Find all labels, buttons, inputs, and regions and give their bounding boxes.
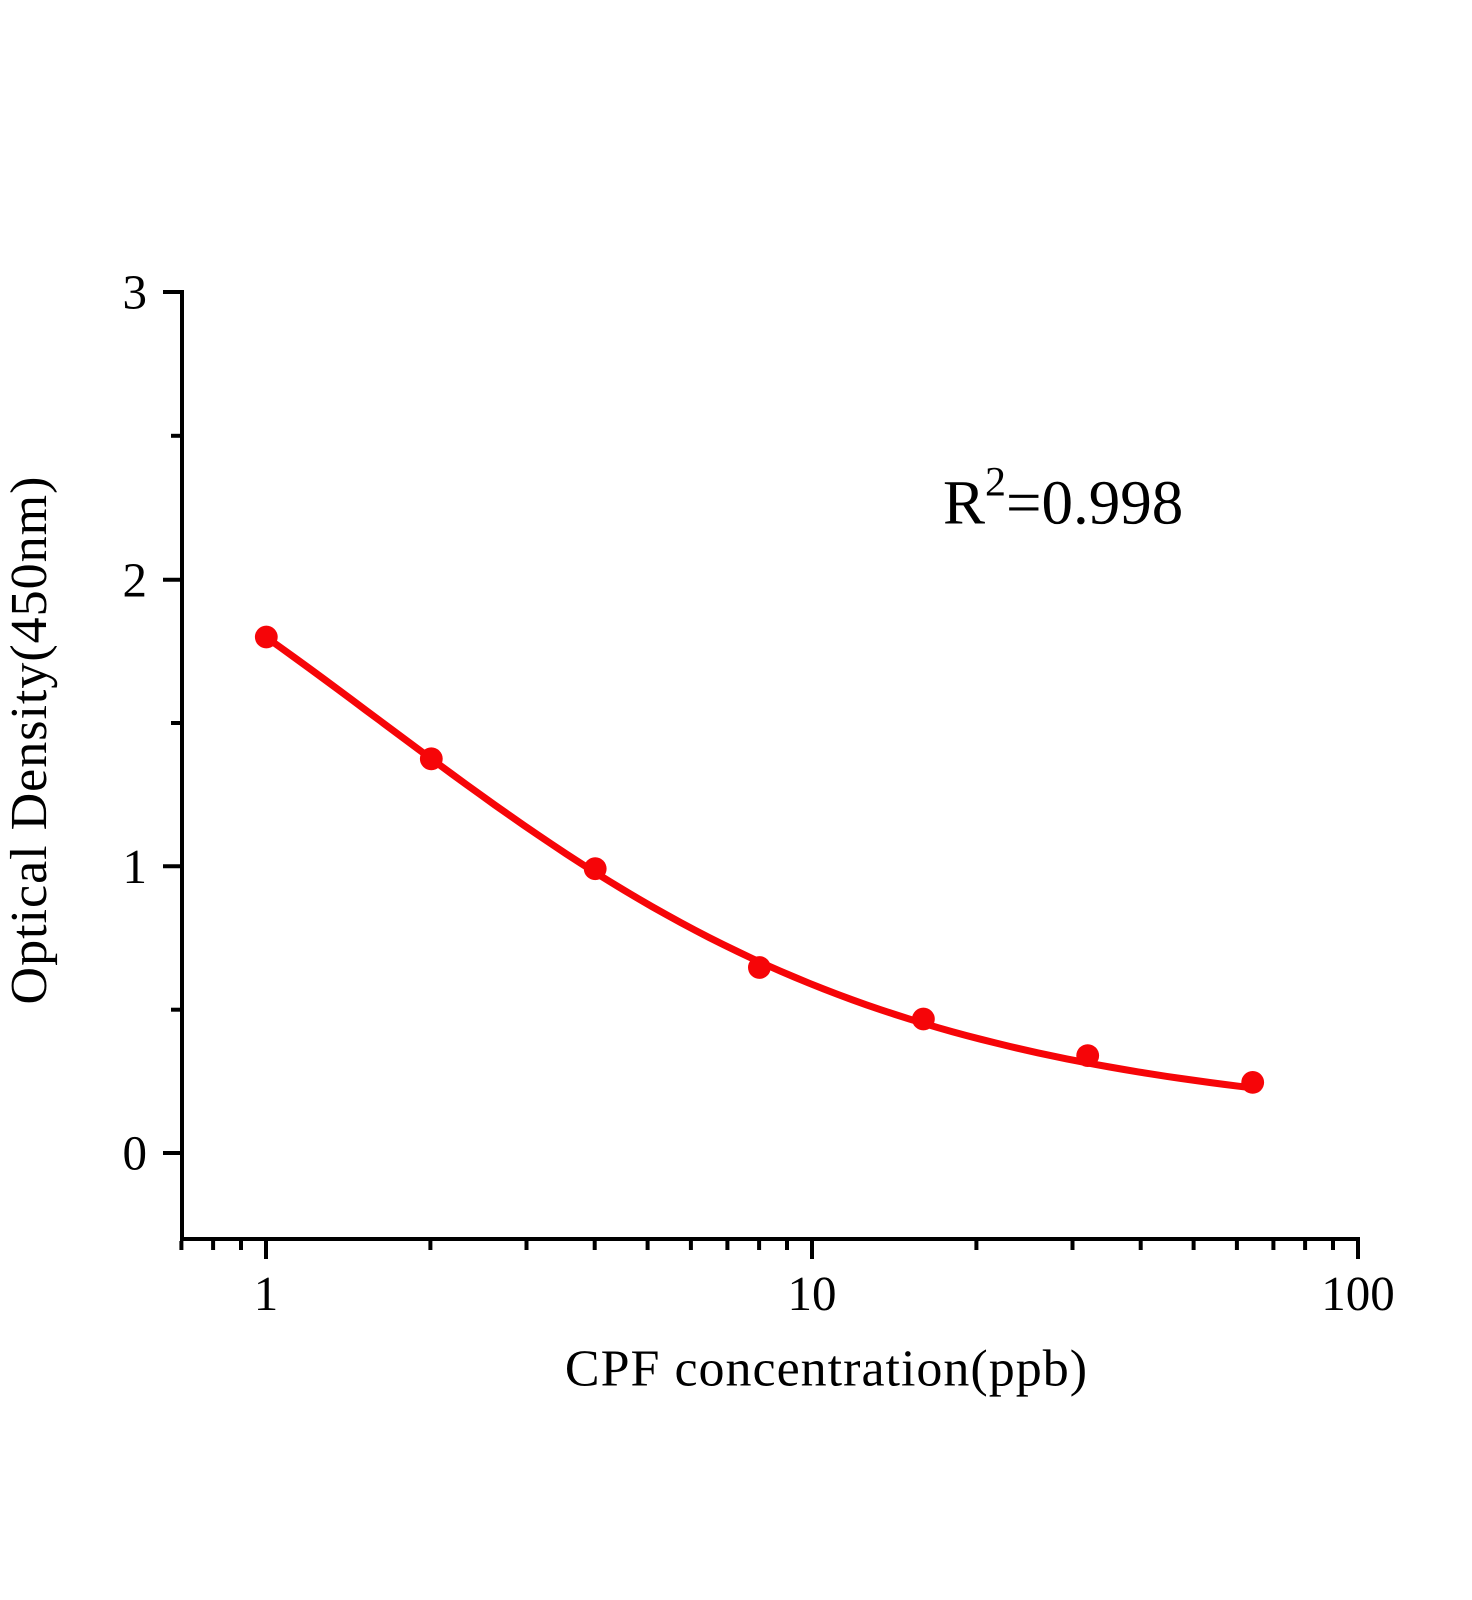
svg-text:2: 2 [123, 552, 148, 607]
svg-text:0: 0 [123, 1126, 148, 1181]
svg-text:Optical Density(450nm): Optical Density(450nm) [1, 476, 58, 1005]
svg-text:CPF concentration(ppb): CPF concentration(ppb) [565, 1341, 1088, 1398]
svg-text:R2=0.998: R2=0.998 [943, 460, 1183, 538]
svg-text:3: 3 [123, 265, 148, 320]
svg-text:1: 1 [123, 839, 148, 894]
svg-text:100: 100 [1321, 1266, 1395, 1321]
svg-text:1: 1 [254, 1266, 279, 1321]
svg-text:10: 10 [788, 1266, 837, 1321]
